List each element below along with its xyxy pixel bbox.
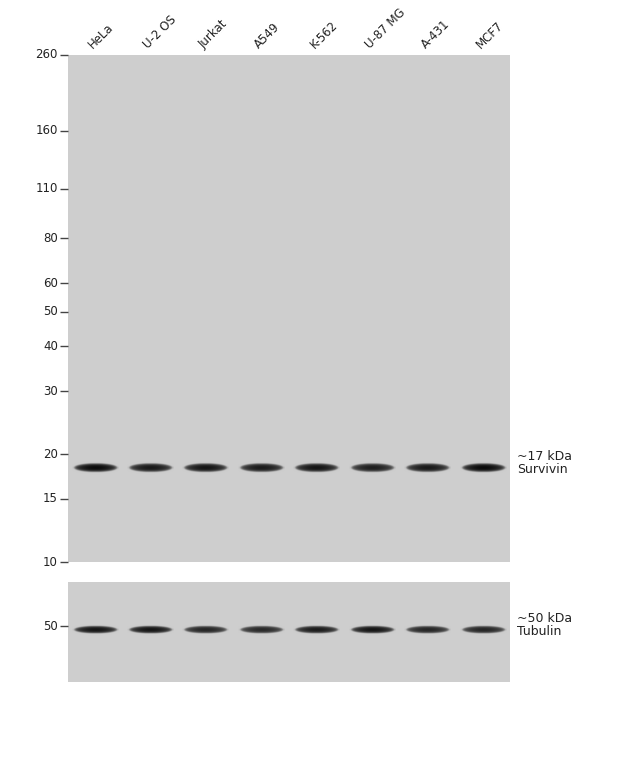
Text: K-562: K-562 (307, 19, 340, 51)
Text: ~17 kDa: ~17 kDa (517, 450, 572, 463)
Text: 260: 260 (36, 49, 58, 62)
Text: Survivin: Survivin (517, 463, 568, 476)
Text: A549: A549 (252, 20, 283, 51)
Text: 10: 10 (43, 555, 58, 568)
Text: 15: 15 (43, 493, 58, 506)
Text: 160: 160 (36, 124, 58, 137)
Bar (68, 55, 510, 562)
Text: ~50 kDa: ~50 kDa (517, 612, 572, 625)
Text: 40: 40 (43, 340, 58, 353)
Text: A-431: A-431 (418, 18, 452, 51)
Text: U-2 OS: U-2 OS (141, 13, 179, 51)
Text: 50: 50 (43, 305, 58, 318)
Text: 80: 80 (43, 232, 58, 245)
Text: 110: 110 (36, 183, 58, 195)
Text: MCF7: MCF7 (474, 19, 506, 51)
Text: 50: 50 (43, 620, 58, 632)
Text: Tubulin: Tubulin (517, 625, 561, 638)
Text: U-87 MG: U-87 MG (363, 6, 408, 51)
Text: Jurkat: Jurkat (197, 18, 231, 51)
Text: 60: 60 (43, 277, 58, 290)
Text: HeLa: HeLa (86, 21, 116, 51)
Text: 30: 30 (43, 385, 58, 398)
Text: 20: 20 (43, 448, 58, 460)
Bar (68, 582, 510, 682)
